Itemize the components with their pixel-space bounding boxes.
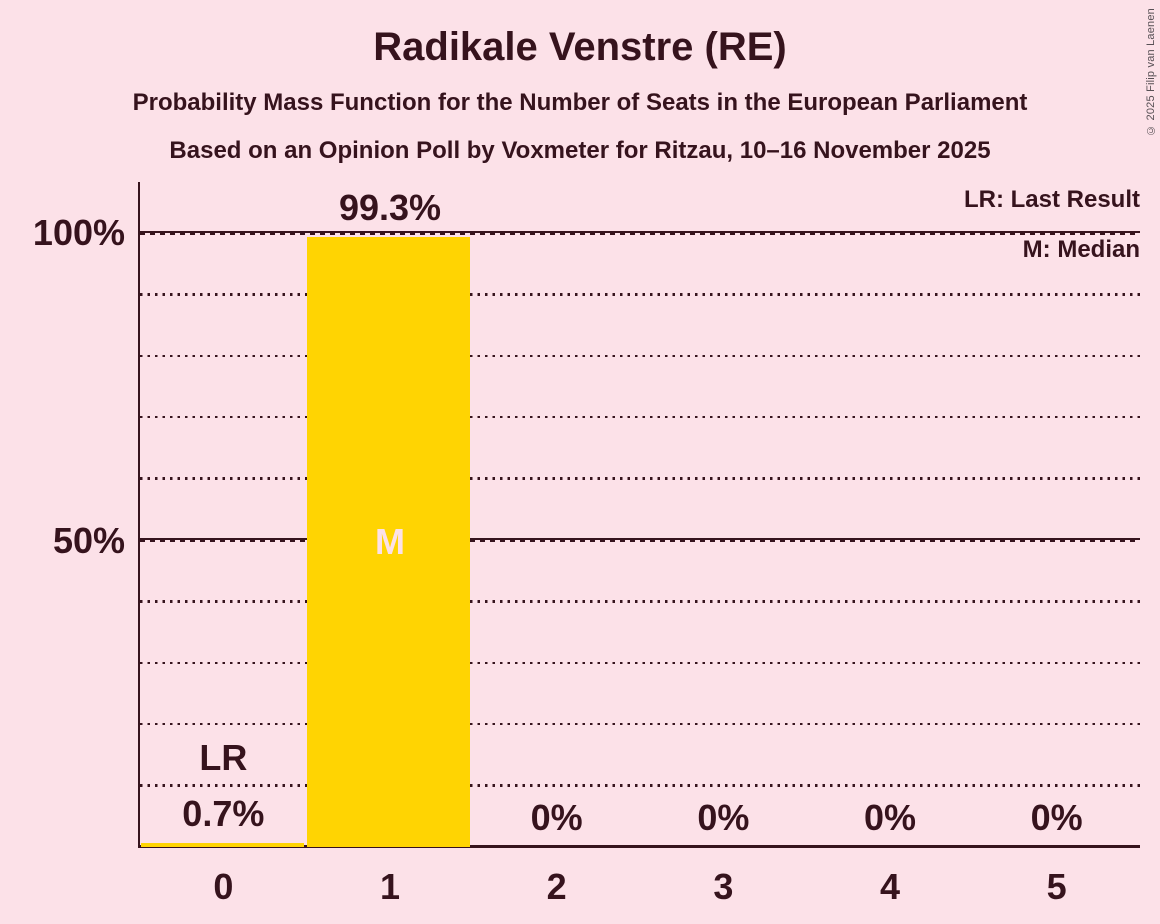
gridline-40pct (140, 600, 1140, 603)
value-label-seats-0: 0.7% (182, 792, 265, 834)
x-tick-label-1: 1 (379, 866, 400, 907)
chart-title: Radikale Venstre (RE) (373, 25, 787, 69)
gridline-90pct (140, 293, 1140, 296)
gridline-solid-100pct (140, 231, 1140, 235)
gridline-70pct (140, 415, 1140, 419)
gridline-60pct (140, 477, 1140, 480)
gridline-10pct (140, 784, 1140, 787)
value-label-seats-5: 0% (1030, 797, 1083, 838)
value-label-seats-4: 0% (863, 797, 916, 838)
gridline-20pct (140, 722, 1140, 726)
bar-seats-1 (307, 237, 471, 847)
x-tick-label-3: 3 (713, 866, 734, 907)
x-tick-label-4: 4 (879, 866, 900, 907)
gridline-30pct (140, 661, 1140, 665)
x-tick-label-2: 2 (546, 866, 567, 907)
chart-source-line: Based on an Opinion Poll by Voxmeter for… (169, 137, 991, 164)
copyright-notice: © 2025 Filip van Laenen (1145, 8, 1157, 136)
value-label-seats-2: 0% (530, 797, 583, 838)
gridline-solid-50pct (140, 538, 1140, 542)
value-label-seats-1: 99.3% (338, 187, 442, 229)
legend-last-result: LR: Last Result (963, 186, 1140, 213)
plot-area: 0.7% 99.3% 0% 0% 0% 0% LR M (140, 182, 1140, 847)
y-axis-line (138, 182, 140, 848)
chart-subtitle: Probability Mass Function for the Number… (132, 89, 1028, 116)
y-axis-label-100: 100% (32, 212, 125, 253)
value-label-seats-3: 0% (697, 797, 750, 838)
y-axis-label-50: 50% (52, 520, 125, 561)
x-tick-label-5: 5 (1046, 866, 1067, 907)
x-axis-line (138, 845, 1140, 848)
x-tick-label-0: 0 (213, 866, 234, 907)
median-marker: M (374, 521, 405, 563)
last-result-marker: LR (199, 736, 248, 778)
gridline-80pct (140, 354, 1140, 358)
bar-seats-0 (140, 842, 304, 847)
legend-median: M: Median (1022, 236, 1140, 263)
